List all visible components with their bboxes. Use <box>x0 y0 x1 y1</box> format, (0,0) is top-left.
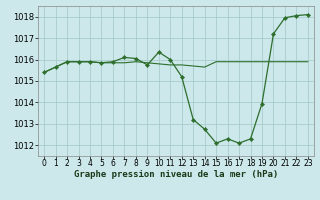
X-axis label: Graphe pression niveau de la mer (hPa): Graphe pression niveau de la mer (hPa) <box>74 170 278 179</box>
